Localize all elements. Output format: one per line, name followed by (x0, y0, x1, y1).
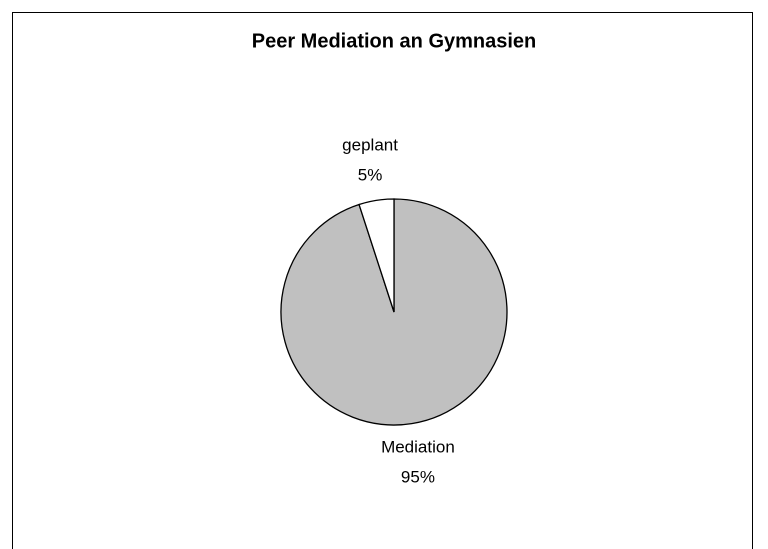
slice-value-label: 5% (358, 165, 383, 184)
pie-slice (358, 198, 395, 313)
chart-frame (12, 12, 753, 549)
pie-slice (280, 198, 508, 426)
chart-title: Peer Mediation an Gymnasien (252, 30, 537, 52)
slice-label: geplant (342, 135, 398, 154)
slice-value-label: 95% (401, 468, 435, 487)
slice-label: Mediation (381, 438, 455, 457)
